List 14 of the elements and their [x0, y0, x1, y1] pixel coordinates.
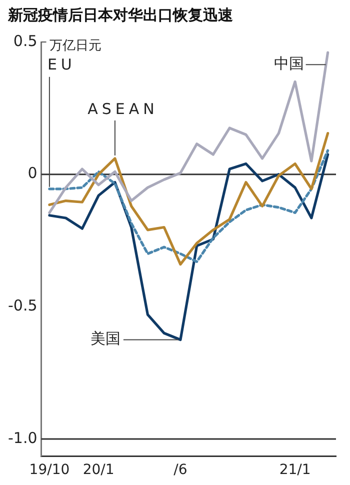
y-tick-label: 0: [28, 164, 38, 182]
text: 美国: [90, 330, 120, 348]
y-tick-label: -0.5: [8, 296, 38, 315]
x-tick-label: 19/10: [29, 462, 70, 478]
text: ASEAN: [88, 100, 158, 118]
text: EU: [47, 55, 76, 74]
y-tick-label: -1.0: [8, 428, 38, 447]
series-label: 中国: [274, 54, 304, 72]
x-tick-label: 21/1: [279, 462, 311, 478]
x-tick-label: /6: [174, 462, 188, 478]
chart-title: 新冠疫情后日本对华出口恢复迅速: [6, 5, 234, 26]
x-tick-label: 20/1: [82, 462, 114, 478]
y-tick-label: 0.5: [13, 32, 38, 50]
y-axis-title: 万亿日元: [49, 38, 102, 54]
